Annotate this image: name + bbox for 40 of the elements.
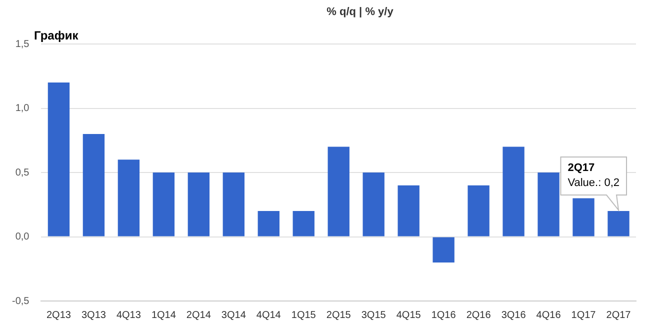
bar — [608, 211, 630, 236]
x-tick-label: 1Q15 — [291, 310, 316, 321]
bar — [222, 172, 245, 236]
x-tick-label: 2Q13 — [46, 310, 72, 321]
x-tick-label: 3Q15 — [361, 310, 386, 321]
x-tick-label: 3Q14 — [221, 310, 246, 321]
y-tick-label: 0,0 — [15, 232, 30, 242]
chart-subtitle: % q/q | % y/y — [326, 6, 394, 18]
bar — [398, 185, 420, 236]
y-tick-label: 1,0 — [15, 103, 30, 114]
x-tick-label: 4Q13 — [116, 310, 142, 321]
bar — [362, 172, 384, 236]
x-tick-label: 3Q13 — [81, 310, 106, 321]
chart-title: График — [34, 28, 80, 42]
x-tick-label: 1Q14 — [151, 310, 176, 321]
x-tick-label: 4Q16 — [536, 310, 562, 321]
x-tick-label: 2Q14 — [186, 310, 212, 321]
y-tick-label: 1,5 — [15, 38, 30, 50]
bar — [502, 146, 524, 236]
bar — [82, 134, 105, 236]
bar — [48, 82, 70, 236]
x-tick-label: 1Q16 — [431, 310, 456, 321]
bar — [432, 237, 454, 262]
x-tick-label: 3Q16 — [501, 310, 526, 321]
x-tick-label: 4Q14 — [256, 310, 282, 321]
bar — [152, 172, 175, 236]
bar — [188, 172, 210, 236]
bar — [258, 211, 280, 236]
bar — [328, 146, 350, 236]
y-tick-label: 0,5 — [15, 167, 30, 178]
x-tick-label: 2Q17 — [606, 310, 632, 321]
bar — [118, 160, 140, 236]
x-tick-label: 1Q17 — [571, 310, 596, 321]
y-tick-label: -0,5 — [12, 296, 30, 307]
x-tick-label: 4Q15 — [396, 310, 422, 321]
x-tick-label: 2Q15 — [326, 310, 352, 321]
bar — [292, 211, 314, 236]
x-tick-label: 2Q16 — [466, 310, 492, 321]
annotation: 2Q17 Value.: 0,2 — [568, 162, 620, 190]
bar — [468, 185, 490, 236]
